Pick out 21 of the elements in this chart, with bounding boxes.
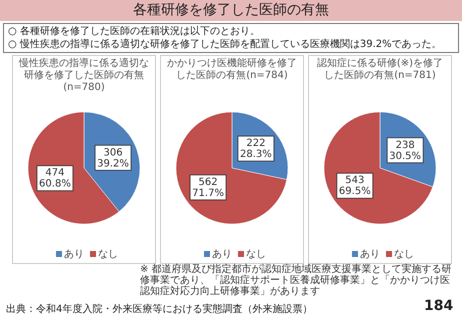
legend-label: なし: [394, 249, 414, 260]
legend-label: なし: [246, 249, 266, 260]
legend-label: なし: [98, 249, 118, 260]
data-label: 474 60.8%: [39, 168, 71, 190]
chart-title: かかりつけ医機能研修を修了した医師の有無(n=784): [166, 58, 298, 82]
text: 184: [424, 298, 454, 314]
text: ○ 各種研修を修了した医師の在籍状況は以下のとおり。: [8, 25, 261, 38]
data-label: 306 39.2%: [97, 147, 129, 170]
text: ※ 都道府県及び指定都市が認知症地域医療支援事業として実施する研修事業であり、「認知症サポート医養成研修事業」と「かかりつけ医認知症対応力向上研修事業」があります: [140, 264, 453, 297]
chart-title: 認知症に係る研修(※)を修了した医師の有無(n=781): [316, 58, 444, 82]
data-label: 222 28.3%: [240, 138, 272, 160]
legend-label: あり: [212, 249, 232, 260]
data-label: 543 69.5%: [338, 175, 371, 198]
source-note: 出典：令和4年度入院・外来医療等における実態調査（外来施設票）: [6, 302, 312, 316]
data-label: 562 71.7%: [192, 176, 224, 199]
legend-label: あり: [64, 249, 84, 260]
text: ○ 慢性疾患の指導に係る適切な研修を修了した医師を配置している医療機関は39.2%であった。: [8, 38, 443, 51]
legend-label: あり: [360, 249, 380, 260]
data-label: 238 30.5%: [389, 140, 422, 162]
chart-title: 慢性疾患の指導に係る適切な研修を修了した医師の有無(n=780): [18, 58, 150, 94]
text: 各種研修を修了した医師の有無: [0, 0, 462, 21]
